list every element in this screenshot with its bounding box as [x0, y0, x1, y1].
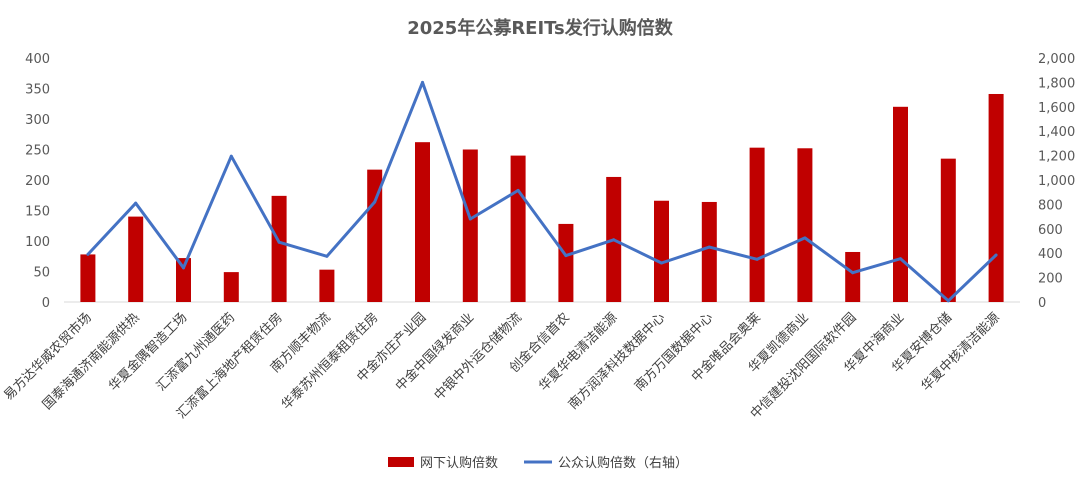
line-point [899, 257, 902, 261]
bar [558, 223, 574, 302]
plot-area: 0 50 100 150 200 250 300 350 400 0 200 400 600 800 1,0… [1, 52, 1076, 422]
bar [367, 169, 383, 302]
bar [797, 148, 813, 302]
y-tick-label-left: 350 [25, 83, 50, 98]
x-tick-label: 国泰海通济南能源供热 [39, 310, 142, 413]
line-point [660, 261, 663, 265]
y-tick-label-right: 800 [1038, 198, 1063, 213]
line-point [803, 236, 807, 240]
y-tick-label-right: 1,200 [1038, 150, 1075, 165]
line-point [373, 200, 377, 204]
x-tick-label: 中金中国绿发商业 [392, 310, 477, 395]
line-point [229, 154, 233, 158]
x-tick-label: 易方达华威农贸市场 [1, 310, 95, 404]
y-tick-label-left: 0 [42, 296, 50, 311]
bar [654, 200, 669, 302]
line-point [86, 252, 90, 256]
legend-label-bar: 网下认购倍数 [420, 455, 498, 471]
y-tick-label-left: 400 [25, 52, 50, 67]
line-point [994, 253, 998, 257]
line-point [277, 240, 281, 244]
bar [988, 93, 1004, 303]
y-tick-label-right: 1,800 [1038, 76, 1075, 91]
y-tick-label-right: 200 [1038, 272, 1063, 287]
y-tick-label-right: 2,000 [1038, 52, 1075, 67]
y-tick-label-left: 300 [25, 113, 50, 128]
y-tick-label-left: 100 [25, 235, 50, 250]
bar [128, 216, 144, 302]
line-point [612, 238, 616, 242]
line-point [707, 245, 711, 249]
series-line [86, 80, 998, 303]
legend-swatch-bar [388, 457, 414, 467]
x-tick-label: 华夏金隅智造工场 [105, 310, 190, 395]
y-tick-label-right: 400 [1038, 247, 1063, 262]
bar [845, 251, 861, 302]
line-point [946, 299, 950, 303]
line-point [182, 266, 185, 270]
y-tick-label-left: 150 [25, 205, 50, 220]
line-point [421, 80, 424, 84]
y-tick-label-right: 1,600 [1038, 101, 1075, 116]
y-tick-label-left: 200 [25, 174, 50, 189]
bar [415, 142, 430, 302]
x-tick-label: 南方万国数据中心 [631, 310, 716, 395]
line-point [325, 254, 329, 258]
legend: 网下认购倍数 公众认购倍数（右轴） [388, 455, 688, 471]
line-point [468, 217, 472, 221]
chart-title: 2025年公募REITs发行认购倍数 [407, 17, 674, 39]
bar [893, 106, 908, 302]
x-tick-label: 中银中外运仓储物流 [432, 310, 525, 403]
bar [510, 155, 526, 302]
y-tick-label-right: 0 [1038, 296, 1046, 311]
y-tick-label-right: 1,000 [1038, 174, 1075, 189]
line-point [851, 271, 855, 275]
line-point [134, 201, 138, 205]
y-tick-label-right: 1,400 [1038, 125, 1075, 140]
bar [223, 272, 239, 302]
x-tick-label: 华泰苏州恒泰租赁住房 [278, 310, 381, 413]
y-tick-label-right: 600 [1038, 223, 1063, 238]
bar [271, 195, 287, 302]
bar [701, 201, 717, 302]
line-point [755, 257, 759, 261]
x-tick-label: 南方润泽科技数据中心 [565, 310, 668, 413]
bar [940, 158, 956, 302]
bar [176, 258, 191, 302]
bar [319, 269, 335, 302]
y-tick-label-left: 50 [33, 266, 50, 281]
line-point [564, 254, 568, 258]
bar [80, 254, 96, 302]
bar [749, 147, 765, 302]
x-tick-label: 汇添富九州通医药 [153, 310, 238, 395]
legend-label-line: 公众认购倍数（右轴） [558, 455, 688, 471]
line-point [516, 188, 520, 192]
bar [462, 149, 478, 302]
y-tick-label-left: 250 [25, 144, 50, 159]
